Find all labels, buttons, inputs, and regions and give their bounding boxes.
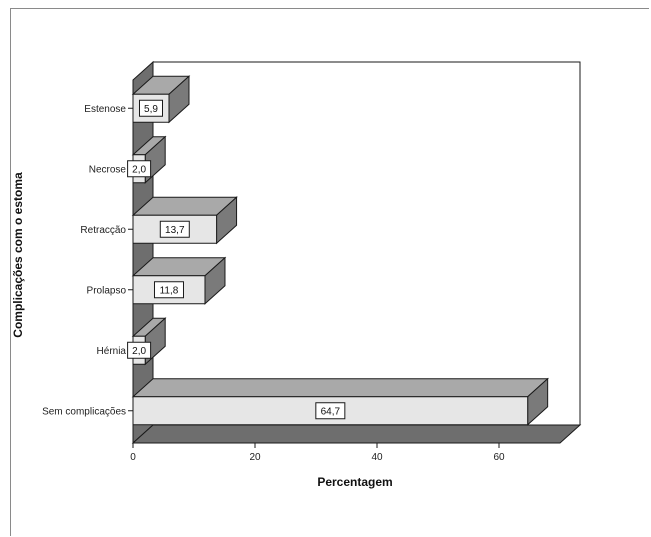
y-tick-label-1: Necrose	[89, 164, 127, 175]
y-axis-title: Complicações com o estoma	[11, 172, 25, 338]
x-axis-title: Percentagem	[317, 475, 392, 489]
data-label-2: 13,7	[165, 225, 185, 236]
y-tick-label-5: Sem complicações	[42, 406, 126, 417]
y-tick-label-3: Prolapso	[87, 285, 127, 296]
bar-top-5	[131, 378, 549, 398]
y-tick-label-2: Retracção	[80, 225, 126, 236]
data-label-box-3	[153, 281, 184, 299]
x-tick-label-0: 0	[130, 452, 136, 463]
data-label-box-2	[159, 220, 190, 238]
x-tick-label-2: 40	[371, 452, 383, 463]
data-label-box-5	[315, 402, 346, 420]
data-label-0: 5,9	[144, 104, 158, 115]
data-label-box-4	[127, 341, 152, 359]
data-label-1: 2,0	[132, 164, 146, 175]
data-label-5: 64,7	[321, 406, 341, 417]
y-tick-label-4: Hérnia	[97, 346, 127, 357]
y-tick-label-0: Estenose	[84, 104, 126, 115]
x-tick-label-3: 60	[493, 452, 505, 463]
bar-2	[132, 214, 218, 244]
data-label-box-1	[127, 160, 152, 178]
data-label-box-0	[138, 99, 163, 117]
x-tick-label-1: 20	[249, 452, 261, 463]
data-label-3: 11,8	[160, 285, 179, 296]
plot-floor	[131, 424, 582, 444]
data-label-4: 2,0	[132, 346, 146, 357]
